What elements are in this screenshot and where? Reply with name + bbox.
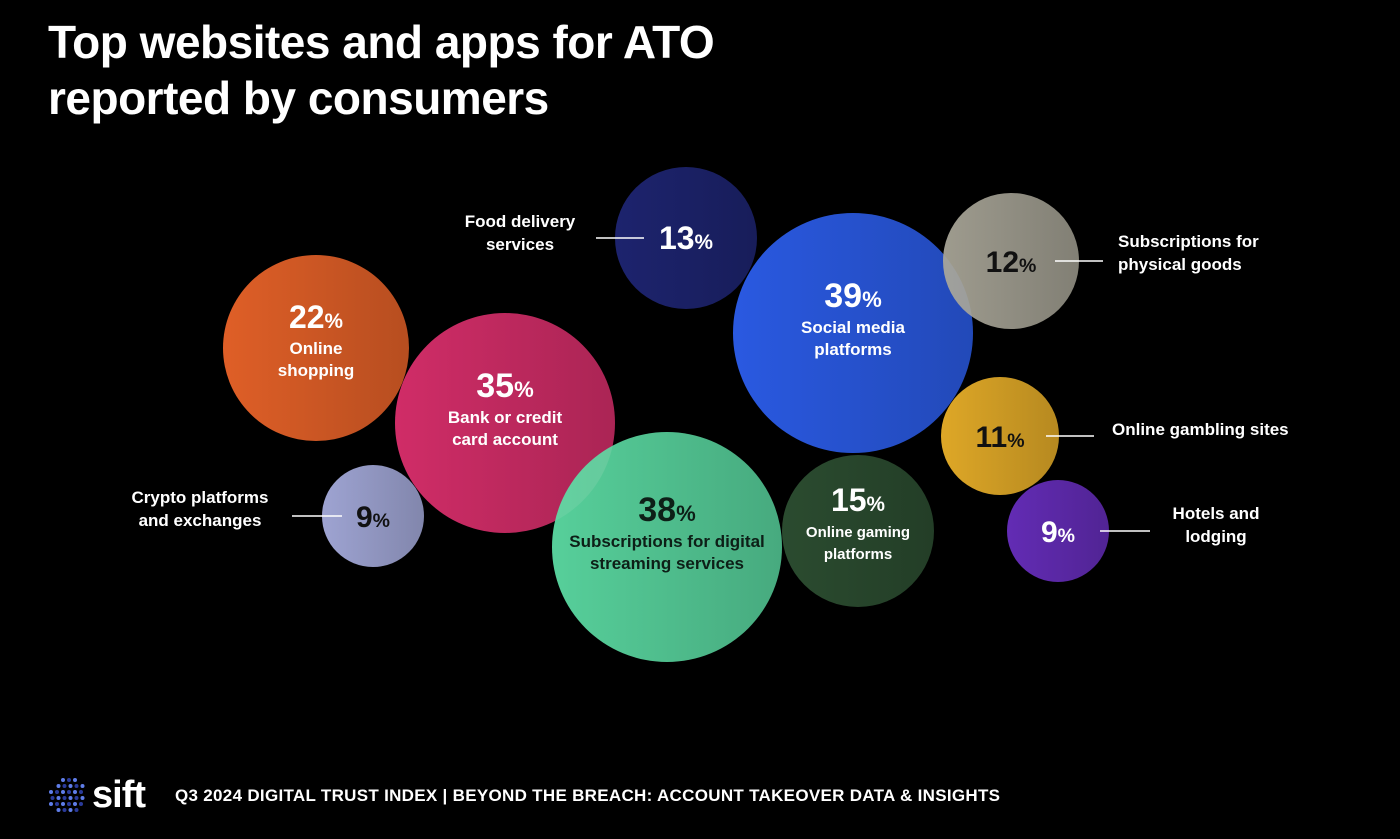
bubble-circle [223, 255, 409, 441]
logo-text: sift [92, 774, 146, 816]
bubble-circle [322, 465, 424, 567]
footer-text: Q3 2024 DIGITAL TRUST INDEX | BEYOND THE… [175, 785, 1001, 805]
page-title: Top websites and apps for ATO reported b… [48, 16, 715, 124]
bubble-label: Online gambling sites [1112, 420, 1289, 439]
bubble-value: 39% [824, 277, 882, 315]
bubble-label: lodging [1185, 527, 1246, 546]
logo-dot [67, 801, 71, 806]
bubble-circle [782, 455, 934, 607]
bubble-label: Online gaming [806, 524, 910, 541]
percent-sign: % [325, 310, 344, 333]
logo-dot [56, 807, 61, 812]
logo-dot [56, 795, 61, 800]
logo-dot [74, 807, 79, 812]
logo-dot [80, 783, 85, 788]
footer: sift Q3 2024 DIGITAL TRUST INDEX | BEYON… [48, 774, 1000, 817]
logo-dot [74, 795, 79, 800]
logo-dot [68, 783, 73, 788]
logo-dot [62, 795, 67, 800]
logo-dot [49, 789, 53, 794]
bubble-label: platforms [814, 340, 891, 359]
bubble-label: Food delivery [465, 212, 576, 231]
bubble-circle [1007, 480, 1109, 582]
percent-sign: % [867, 493, 886, 516]
bubble-label: streaming services [590, 554, 744, 573]
logo-dot [67, 789, 71, 794]
logo-dot [79, 801, 83, 806]
bubble-label: Subscriptions for [1118, 232, 1259, 251]
percent-sign: % [373, 510, 390, 532]
percent-sign: % [676, 501, 696, 526]
percent-sign: % [695, 231, 714, 254]
dot-globe-icon [49, 777, 85, 812]
bubble-label: Crypto platforms [132, 488, 269, 507]
logo-dot [73, 789, 77, 794]
logo-dot [80, 795, 85, 800]
bubble-label: Subscriptions for digital [569, 532, 765, 551]
logo-dot [49, 801, 53, 806]
bubble-online-gambling-sites: 11%Online gambling sites [941, 377, 1289, 495]
logo-dot [55, 789, 59, 794]
bubble-circle [943, 193, 1079, 329]
bubble-label: Social media [801, 318, 905, 337]
bubble-circle [395, 313, 615, 533]
percent-sign: % [514, 377, 534, 402]
bubble-label: shopping [278, 361, 354, 380]
bubble-circle [941, 377, 1059, 495]
bubble-label: card account [452, 430, 558, 449]
bubble-label: services [486, 235, 554, 254]
bubble-label: physical goods [1118, 255, 1242, 274]
bubble-social-media-platforms: 39% Social media platforms [733, 213, 973, 453]
percent-sign: % [1007, 430, 1024, 452]
sift-logo: sift [48, 774, 146, 817]
logo-dot [61, 777, 65, 782]
logo-dot [68, 795, 73, 800]
logo-dot [55, 801, 59, 806]
logo-dot [68, 807, 73, 812]
bubble-circle [552, 432, 782, 662]
percent-sign: % [1019, 255, 1036, 277]
bubble-label: and exchanges [139, 511, 262, 530]
logo-dot [67, 777, 71, 782]
bubble-label: Online [290, 339, 343, 358]
bubble-circle [615, 167, 757, 309]
logo-dot [61, 801, 65, 806]
logo-dot [79, 789, 83, 794]
bubble-label: platforms [824, 546, 892, 563]
percent-sign: % [1058, 525, 1075, 547]
bubble-circle [733, 213, 973, 453]
logo-dot [73, 801, 77, 806]
bubble-label: Bank or credit [448, 408, 563, 427]
percent-sign: % [862, 287, 882, 312]
bubble-label: Hotels and [1173, 504, 1260, 523]
logo-dot [74, 783, 79, 788]
logo-dot [50, 795, 55, 800]
logo-dot [56, 783, 61, 788]
logo-dot [73, 777, 77, 782]
logo-dot [62, 807, 67, 812]
logo-dot [62, 783, 67, 788]
logo-dot [61, 789, 65, 794]
